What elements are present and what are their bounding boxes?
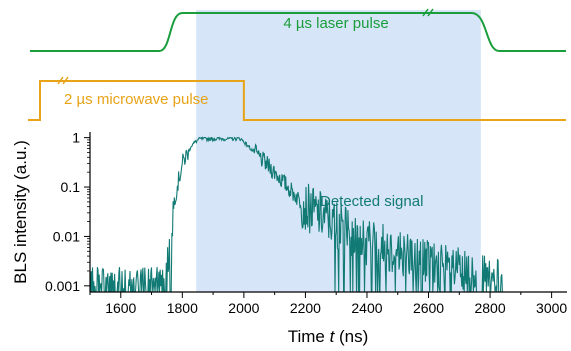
x-tick-label-2000: 2000 — [228, 300, 259, 316]
shaded-region-layer — [196, 10, 481, 292]
microwave-pulse-trace — [28, 80, 566, 121]
laser-pulse-trace — [30, 12, 566, 52]
laser-break-mark-2 — [427, 8, 434, 17]
shaded-region — [196, 10, 481, 292]
x-tick-label-1800: 1800 — [167, 300, 198, 316]
x-tick-label-2200: 2200 — [290, 300, 321, 316]
x-tick-label-1600: 1600 — [105, 300, 136, 316]
laser-break-mark-1 — [422, 8, 429, 17]
signal-trace-layer — [89, 136, 503, 293]
x-tick-label-3000: 3000 — [536, 300, 567, 316]
signal-label: Detected signal — [320, 193, 423, 210]
x-axis-label-var: t — [330, 327, 336, 346]
pulse-traces — [28, 8, 566, 121]
x-axis-label-suffix: (ns) — [334, 327, 368, 346]
x-axis-label-prefix: Time — [288, 327, 330, 346]
y-tick-label-1: 1 — [72, 130, 80, 146]
x-tick-label-2600: 2600 — [413, 300, 444, 316]
signal-trace — [89, 136, 503, 293]
y-tick-label-0.001: 0.001 — [45, 278, 80, 294]
y-tick-label-0.1: 0.1 — [61, 179, 81, 195]
microwave-break-mark-2 — [62, 76, 69, 85]
microwave-break-mark-1 — [57, 76, 64, 85]
x-axis-label: Time t (ns) — [288, 327, 369, 346]
y-tick-label-0.01: 0.01 — [53, 228, 80, 244]
axes: 1600 1800 2000 2200 2400 2600 2800 3000 1 0.1 0.01… — [45, 130, 567, 316]
microwave-pulse-label: 2 µs microwave pulse — [64, 91, 209, 108]
x-tick-label-2400: 2400 — [351, 300, 382, 316]
y-axis-label: BLS intensity (a.u.) — [11, 140, 30, 284]
laser-pulse-label: 4 µs laser pulse — [283, 15, 388, 32]
x-tick-label-2800: 2800 — [474, 300, 505, 316]
